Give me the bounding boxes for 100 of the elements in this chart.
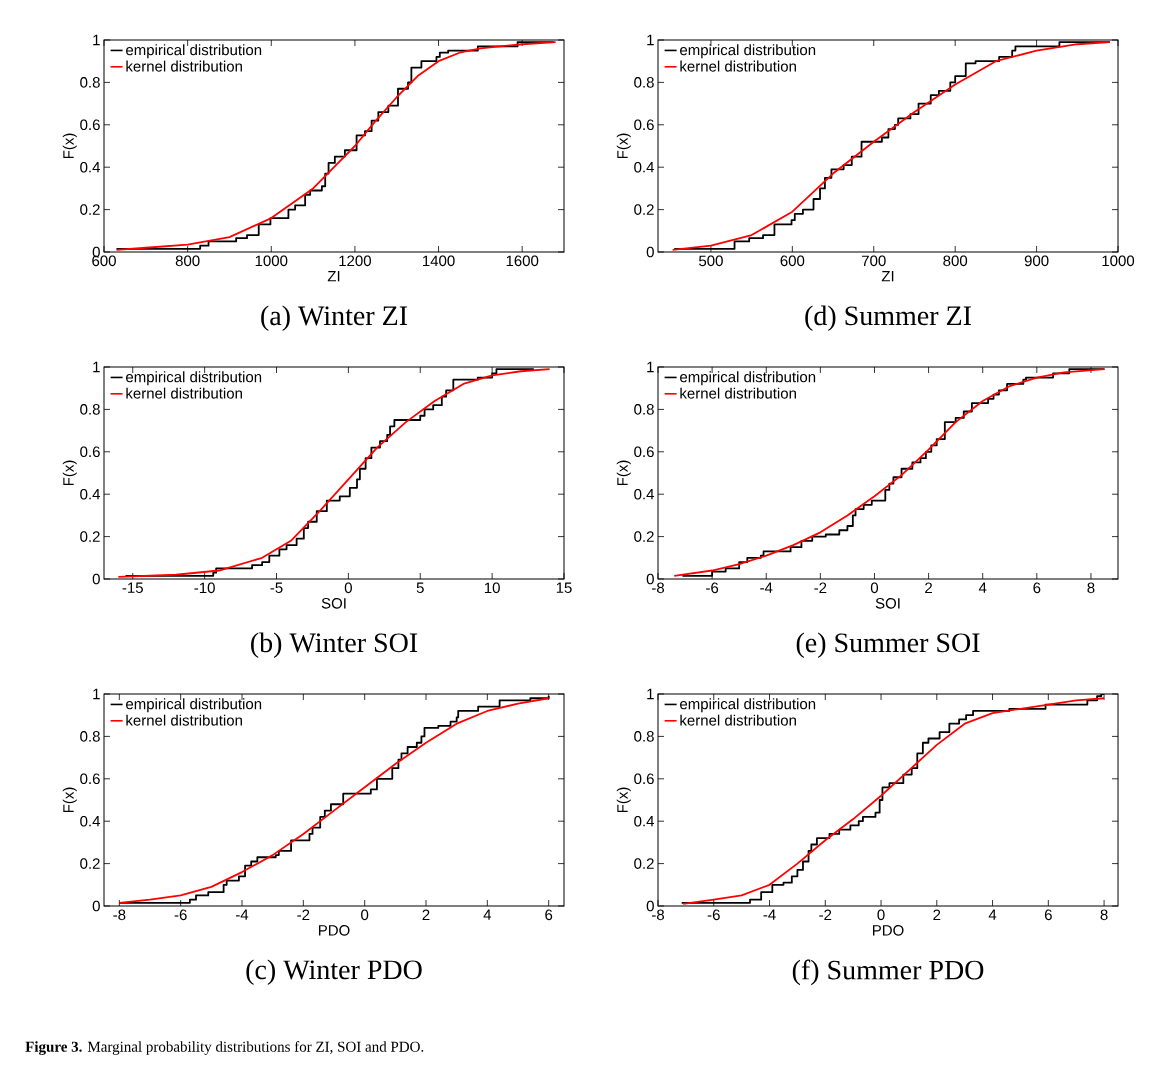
x-axis-title: SOI xyxy=(321,598,346,609)
x-tick-label: -8 xyxy=(652,582,665,594)
y-tick-label: 1 xyxy=(93,34,100,46)
x-tick-label: -8 xyxy=(652,909,665,921)
x-tick-label: 4 xyxy=(978,582,987,593)
y-axis-title: F(x) xyxy=(616,133,631,159)
y-tick-label: 0.6 xyxy=(634,446,654,458)
x-tick-label: 700 xyxy=(862,255,886,267)
y-tick-label: 0.6 xyxy=(80,119,100,131)
y-tick-label: 0 xyxy=(646,900,654,912)
x-tick-label: 900 xyxy=(1024,255,1049,267)
text: (f) Summer PDO xyxy=(792,959,984,986)
y-tick-label: 0.2 xyxy=(634,531,654,542)
legend-label: kernel distribution xyxy=(680,60,796,72)
x-tick-label: 1400 xyxy=(423,255,455,267)
x-tick-label: 1000 xyxy=(255,255,288,267)
text: (b) Winter SOI xyxy=(251,632,418,658)
y-tick-label: 0.8 xyxy=(80,731,100,742)
x-tick-label: 2 xyxy=(422,909,430,921)
y-tick-label: 0.2 xyxy=(634,858,654,869)
x-tick-label: 10 xyxy=(484,582,500,594)
legend-label: empirical distribution xyxy=(126,44,262,59)
x-tick-label: 8 xyxy=(1100,909,1108,921)
x-axis-title: PDO xyxy=(872,925,904,936)
x-tick-label: -6 xyxy=(174,909,187,921)
y-axis-title: F(x) xyxy=(62,133,77,159)
y-tick-label: 0 xyxy=(646,573,654,585)
text: Figure 3. Marginal probability distributions for ZI, SOI and PDO. xyxy=(25,1041,424,1055)
x-tick-label: 2 xyxy=(933,909,941,921)
y-tick-label: 0 xyxy=(92,573,100,585)
y-tick-label: 0.8 xyxy=(634,77,654,88)
x-tick-label: 2 xyxy=(925,582,933,593)
x-tick-label: -4 xyxy=(760,582,773,593)
x-tick-label: 15 xyxy=(556,582,572,593)
x-tick-label: -2 xyxy=(814,582,827,593)
y-tick-label: 1 xyxy=(647,361,654,373)
x-tick-label: 1600 xyxy=(506,255,539,267)
x-tick-label: 0 xyxy=(361,909,369,921)
legend-label: kernel distribution xyxy=(126,714,242,726)
x-tick-label: -6 xyxy=(706,582,719,594)
x-tick-label: 0 xyxy=(877,909,885,921)
legend-label: kernel distribution xyxy=(680,387,796,399)
y-tick-label: 0.4 xyxy=(634,161,655,173)
x-tick-label: 0 xyxy=(870,582,879,594)
x-tick-label: 500 xyxy=(699,255,723,267)
y-tick-label: 0.4 xyxy=(80,161,101,173)
y-tick-label: 0.2 xyxy=(80,858,100,869)
legend-label: empirical distribution xyxy=(680,371,816,386)
x-tick-label: 4 xyxy=(988,909,997,920)
x-tick-label: 600 xyxy=(780,255,805,267)
text: (c) Winter PDO xyxy=(246,959,422,985)
x-tick-label: -5 xyxy=(270,582,283,593)
x-tick-label: -4 xyxy=(763,909,776,920)
y-axis-title: F(x) xyxy=(62,460,77,486)
y-tick-label: 0.8 xyxy=(634,731,654,742)
y-tick-label: 0.6 xyxy=(80,773,100,785)
x-axis-title: PDO xyxy=(318,925,350,936)
text: (a) Winter ZI xyxy=(261,305,408,331)
x-tick-label: 800 xyxy=(943,255,968,267)
text: (e) Summer SOI xyxy=(796,632,980,658)
y-tick-label: 0.2 xyxy=(80,531,100,542)
y-tick-label: 0.6 xyxy=(634,119,654,131)
x-tick-label: 8 xyxy=(1087,582,1095,594)
x-tick-label: -15 xyxy=(122,582,143,593)
legend-label: kernel distribution xyxy=(126,60,242,72)
x-tick-label: 6 xyxy=(545,909,553,921)
x-tick-label: 6 xyxy=(1044,909,1052,921)
y-tick-label: 0.4 xyxy=(634,488,655,500)
y-axis-title: F(x) xyxy=(62,787,77,813)
legend-label: kernel distribution xyxy=(126,387,242,399)
y-tick-label: 0 xyxy=(92,900,100,912)
x-tick-label: 1000 xyxy=(1102,255,1135,267)
y-tick-label: 1 xyxy=(647,34,654,46)
y-tick-label: 0.4 xyxy=(634,815,655,827)
x-tick-label: 5 xyxy=(416,582,424,593)
legend-label: empirical distribution xyxy=(680,44,816,59)
x-tick-label: 4 xyxy=(483,909,492,920)
y-axis-title: F(x) xyxy=(616,460,631,486)
y-tick-label: 0.4 xyxy=(80,815,101,827)
x-tick-label: 800 xyxy=(175,255,200,267)
y-tick-label: 0.2 xyxy=(80,204,100,215)
x-tick-label: -2 xyxy=(297,909,310,921)
x-tick-label: 1200 xyxy=(339,255,371,267)
x-axis-title: ZI xyxy=(327,271,340,282)
y-tick-label: 0 xyxy=(646,246,654,258)
legend-label: empirical distribution xyxy=(680,698,816,713)
y-tick-label: 0.8 xyxy=(80,77,100,88)
y-tick-label: 1 xyxy=(647,688,654,700)
y-tick-label: 1 xyxy=(93,361,100,373)
legend-label: empirical distribution xyxy=(126,371,262,386)
y-axis-title: F(x) xyxy=(616,787,631,813)
x-axis-title: SOI xyxy=(875,598,900,609)
y-tick-label: 0.4 xyxy=(80,488,101,500)
y-tick-label: 0.2 xyxy=(634,204,654,215)
x-tick-label: -2 xyxy=(819,909,832,921)
y-tick-label: 0.6 xyxy=(80,446,100,458)
x-tick-label: -6 xyxy=(707,909,720,921)
x-tick-label: -8 xyxy=(113,909,126,921)
x-tick-label: -10 xyxy=(194,582,215,594)
y-tick-label: 0.8 xyxy=(634,404,654,415)
